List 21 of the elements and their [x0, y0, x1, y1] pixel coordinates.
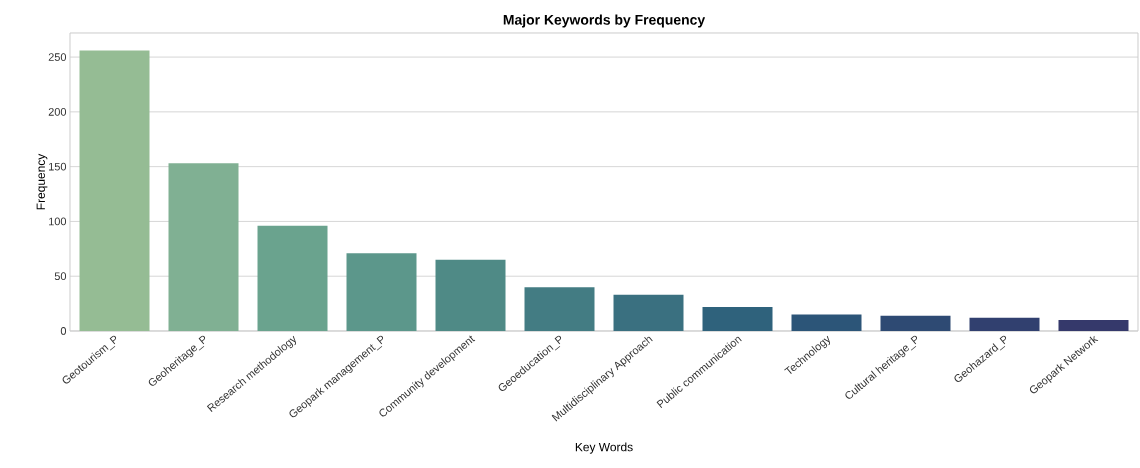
y-tick-label: 250 [48, 53, 67, 61]
x-axis-title: Key Words [575, 442, 633, 454]
y-tick-label: 0 [60, 327, 67, 335]
bar [168, 163, 239, 331]
bar [257, 225, 328, 331]
y-axis-title: Frequency [36, 153, 48, 210]
bar [1058, 320, 1129, 331]
y-tick-label: 50 [54, 272, 67, 281]
y-tick-label: 200 [48, 108, 67, 116]
bar [435, 259, 506, 331]
bar [613, 294, 684, 331]
bar [791, 314, 862, 331]
y-tick-label: 100 [49, 217, 67, 226]
bar [702, 306, 773, 331]
bar [346, 253, 417, 331]
bar [79, 50, 150, 331]
bar [524, 287, 595, 331]
bar [969, 317, 1040, 331]
chart-title: Major Keywords by Frequency [503, 14, 706, 28]
bar [880, 315, 951, 331]
y-tick-label: 150 [49, 162, 67, 171]
